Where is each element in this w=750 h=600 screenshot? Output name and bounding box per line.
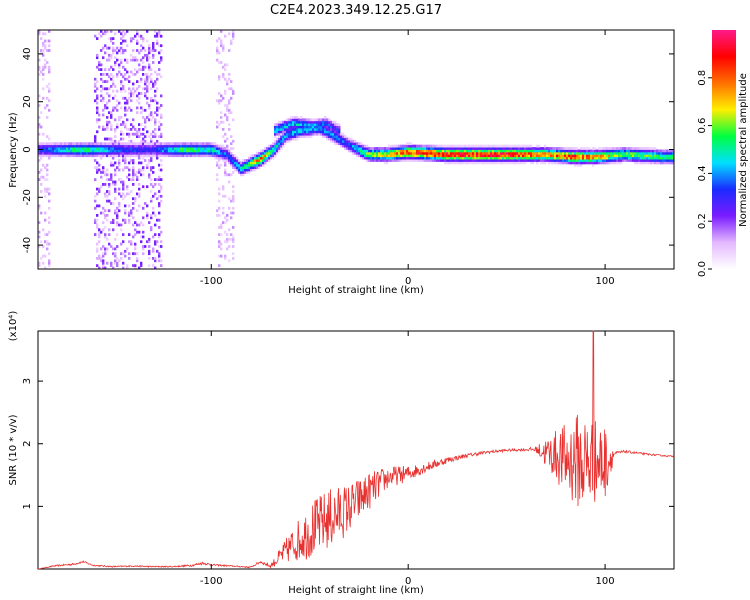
colorbar-tick-label: 0.0 [697,261,708,277]
colorbar-tick-label: 0.8 [697,70,708,86]
colorbar-ticks: 0.0 0.2 0.4 0.6 0.8 [697,70,712,277]
spectrogram-ytick-label: 20 [22,95,33,108]
snr-ticks: -100 0 100 1 2 3 [22,331,674,587]
snr-series-line [37,330,675,570]
colorbar-tick-label: 0.6 [697,118,708,134]
snr-xlabel: Height of straight line (km) [288,585,424,596]
spectrogram-panel: -100 0 100 -40 -20 0 20 40 Height of straight l… [8,29,675,296]
snr-ytick-label: 3 [22,378,33,384]
snr-ytick-label: 2 [22,441,33,447]
spectrogram-ytick-label: -40 [22,237,33,253]
colorbar-tick-label: 0.2 [697,213,708,229]
spectrogram-ylabel: Frequency (Hz) [8,112,19,188]
spectrogram-ytick-label: 40 [22,48,33,61]
snr-panel: -100 0 100 1 2 3 Height of straight line (km)… [8,311,675,596]
colorbar: 0.0 0.2 0.4 0.6 0.8 Normalized spectral ampl… [697,30,749,277]
spectrogram-xtick-label: 0 [405,276,411,287]
figure-title: C2E4.2023.349.12.25.G17 [270,3,442,18]
spectrogram-ticks: -100 0 100 -40 -20 0 20 40 [22,30,674,287]
colorbar-tick-label: 0.4 [697,165,708,181]
snr-xtick-label: 0 [405,576,411,587]
snr-xtick-label: -100 [200,576,223,587]
snr-xtick-label: 100 [596,576,615,587]
snr-scale-label: (x10⁴) [8,311,19,342]
snr-ylabel: SNR (10 * v/v) [8,414,19,485]
spectrogram-ytick-label: 0 [22,146,33,152]
colorbar-gradient [712,30,736,269]
spectrogram-image [38,30,675,270]
snr-ytick-label: 1 [22,503,33,509]
colorbar-label: Normalized spectral amplitude [738,73,749,227]
spectrogram-xtick-label: 100 [596,276,615,287]
snr-frame [37,330,675,570]
spectrogram-ytick-label: -20 [22,189,33,205]
spectrogram-xtick-label: -100 [200,276,223,287]
spectrogram-xlabel: Height of straight line (km) [288,285,424,296]
